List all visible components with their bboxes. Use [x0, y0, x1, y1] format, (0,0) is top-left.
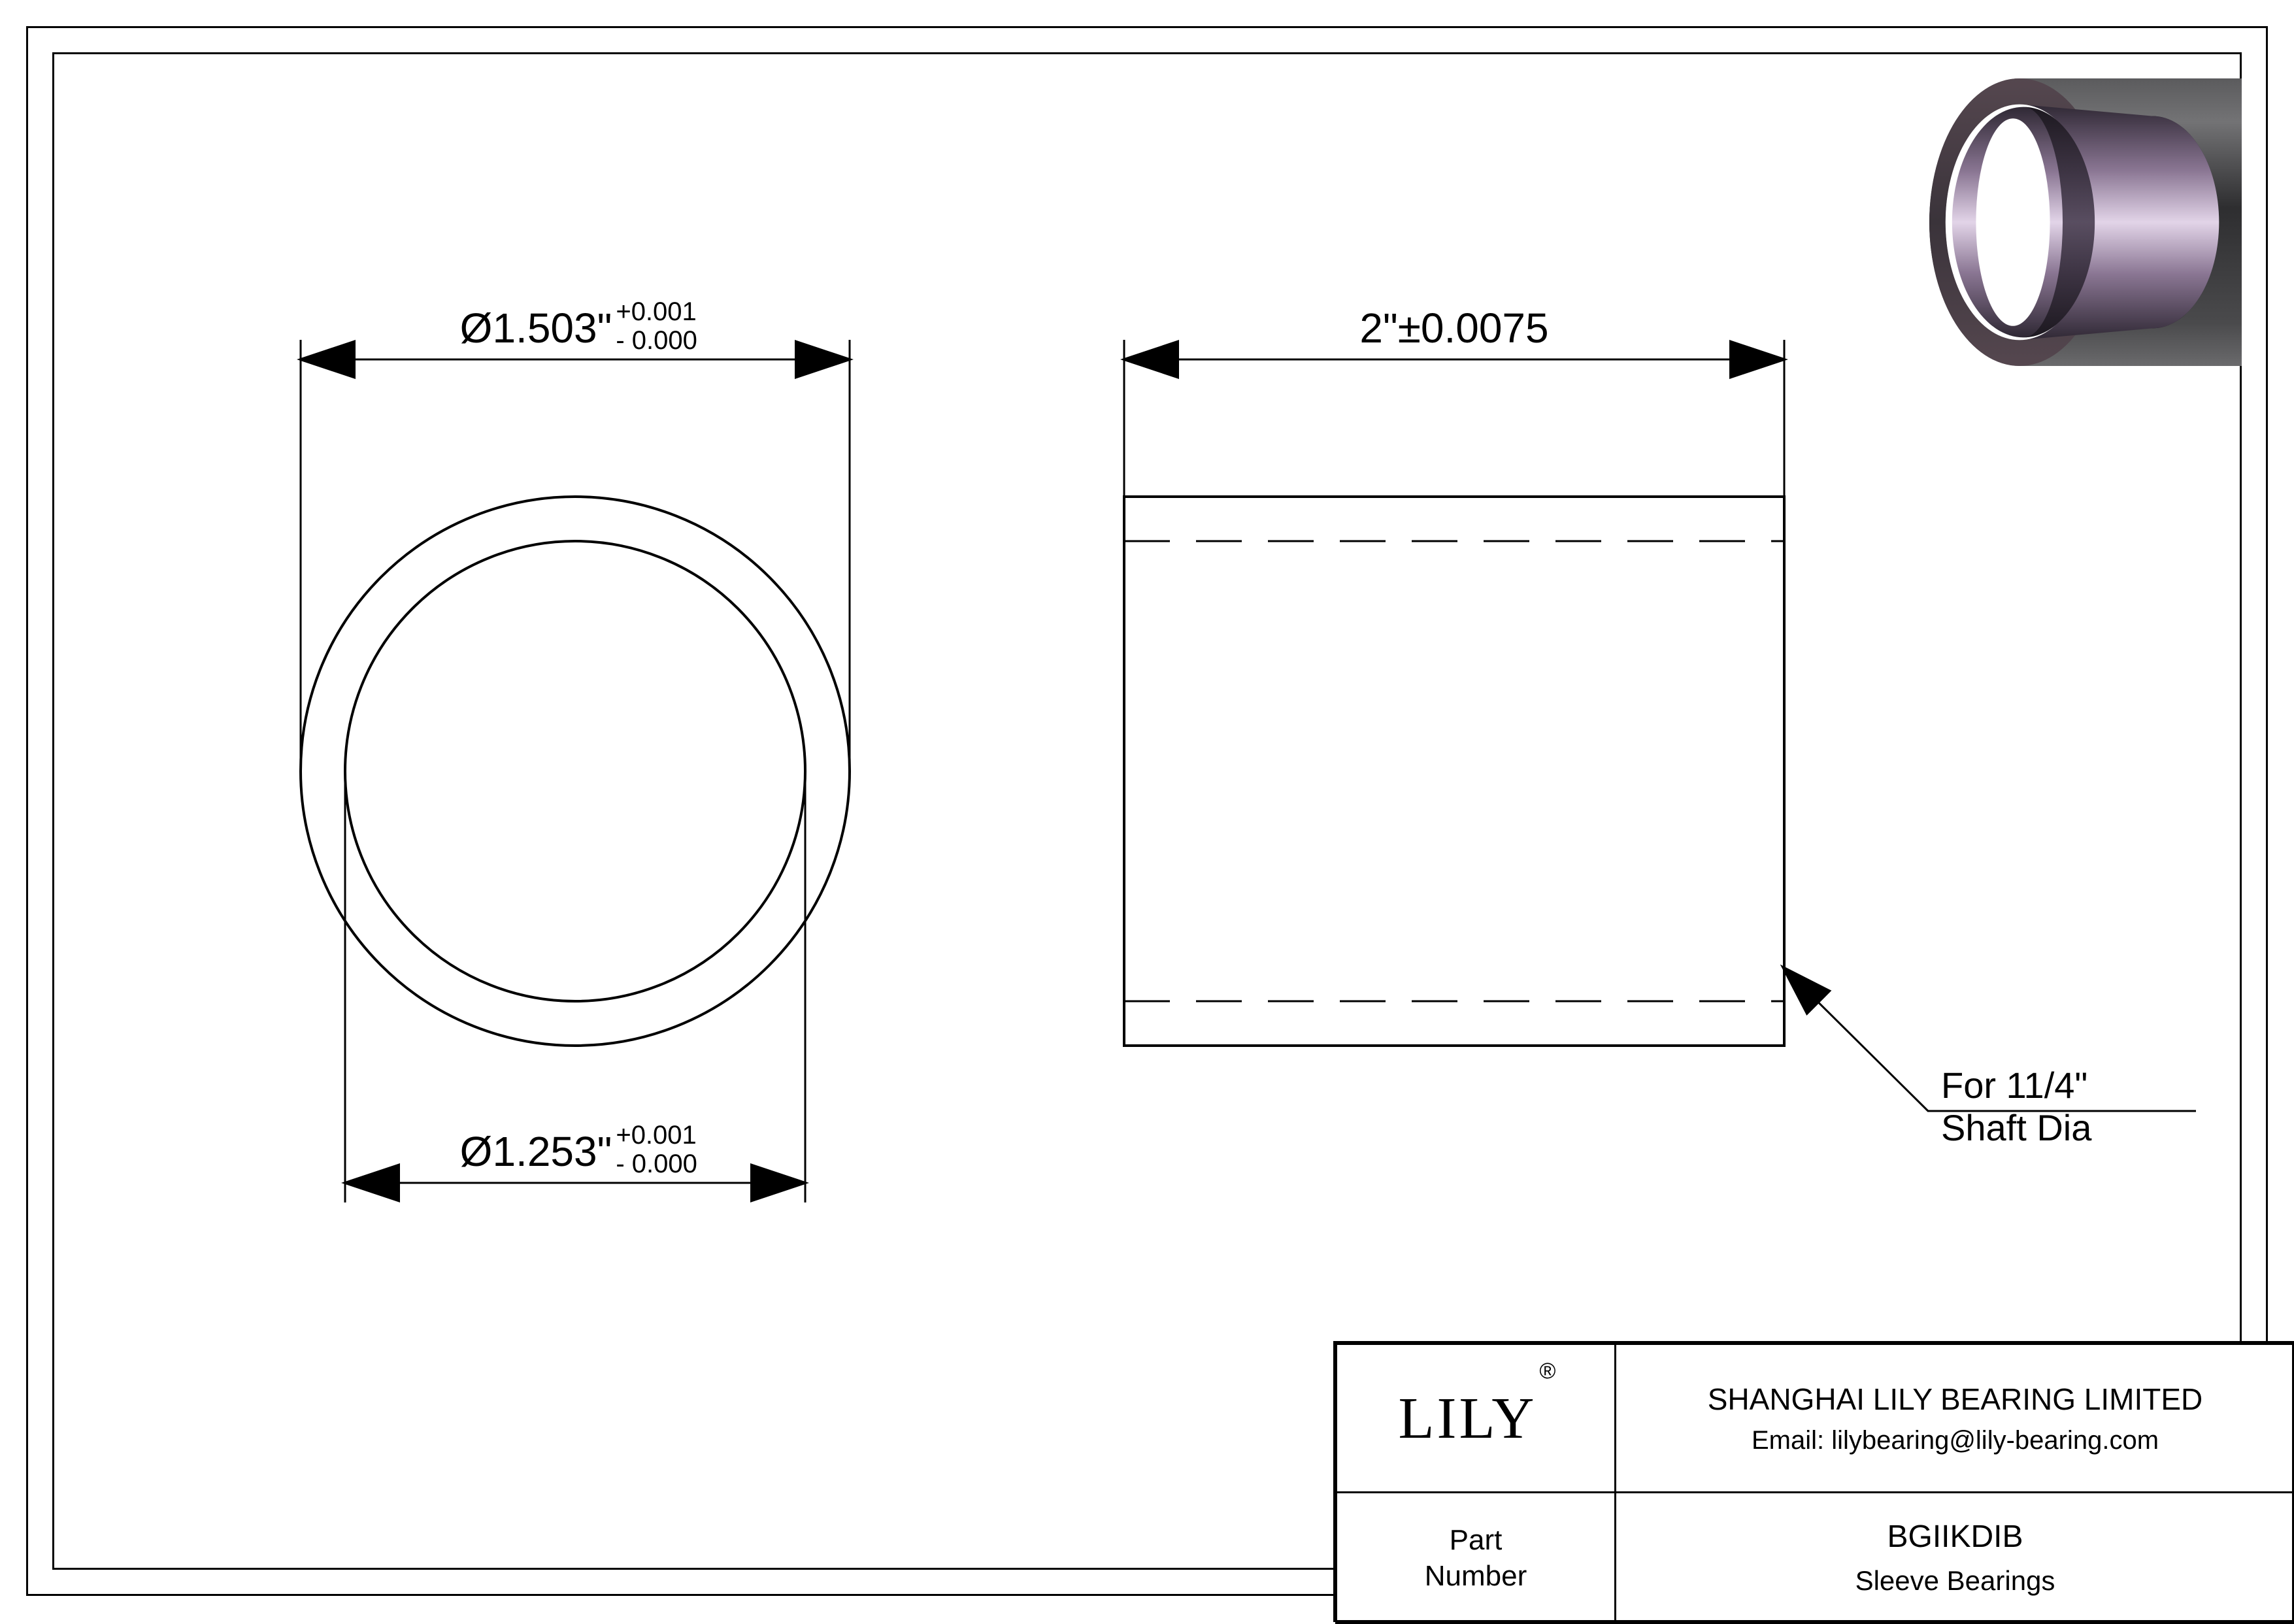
svg-text:+0.001: +0.001	[616, 1121, 696, 1150]
company-email: Email: lilybearing@lily-bearing.com	[1752, 1426, 2159, 1455]
logo-cell: LILY®	[1335, 1343, 1616, 1493]
part-number-value-cell: BGIIKDIB Sleeve Bearings	[1614, 1491, 2294, 1624]
pn-label-1: Part	[1450, 1524, 1503, 1556]
dimensions: Ø1.503"+0.001- 0.000Ø1.253"+0.001- 0.000…	[301, 297, 2196, 1202]
front-view	[301, 497, 850, 1046]
svg-text:+0.001: +0.001	[616, 297, 696, 326]
bearing-3d-render	[1929, 78, 2242, 366]
part-description: Sleeve Bearings	[1855, 1565, 2055, 1597]
svg-text:Shaft Dia: Shaft Dia	[1941, 1107, 2092, 1148]
company-cell: SHANGHAI LILY BEARING LIMITED Email: lil…	[1614, 1343, 2294, 1493]
svg-text:Ø1.503": Ø1.503"	[460, 305, 612, 352]
pn-label-2: Number	[1425, 1560, 1527, 1592]
part-number-label-cell: Part Number	[1335, 1491, 1616, 1624]
svg-text:2"±0.0075: 2"±0.0075	[1359, 305, 1548, 352]
svg-text:- 0.000: - 0.000	[616, 1150, 697, 1178]
logo-text: LILY	[1399, 1386, 1537, 1451]
svg-text:Ø1.253": Ø1.253"	[460, 1128, 612, 1175]
part-number-value: BGIIKDIB	[1887, 1519, 2023, 1555]
title-block: LILY® SHANGHAI LILY BEARING LIMITED Emai…	[1333, 1341, 2294, 1622]
svg-text:For 11/4": For 11/4"	[1941, 1065, 2087, 1106]
side-view	[1124, 497, 1784, 1046]
company-name: SHANGHAI LILY BEARING LIMITED	[1708, 1382, 2203, 1417]
svg-text:- 0.000: - 0.000	[616, 326, 697, 355]
registered-mark: ®	[1539, 1359, 1555, 1384]
